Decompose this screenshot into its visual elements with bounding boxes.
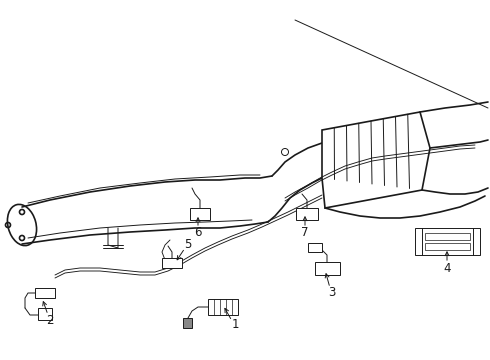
Polygon shape: [208, 299, 238, 315]
Text: 1: 1: [231, 319, 239, 332]
Polygon shape: [35, 288, 55, 298]
Polygon shape: [315, 262, 340, 275]
Polygon shape: [296, 208, 318, 220]
Text: 4: 4: [443, 261, 451, 275]
Polygon shape: [322, 112, 430, 208]
Polygon shape: [38, 308, 52, 320]
Polygon shape: [425, 243, 470, 250]
Polygon shape: [183, 318, 192, 328]
Text: 6: 6: [194, 226, 202, 239]
Text: 7: 7: [301, 226, 309, 239]
Text: 5: 5: [184, 238, 192, 251]
Polygon shape: [425, 233, 470, 240]
Text: 2: 2: [46, 314, 54, 327]
Polygon shape: [162, 258, 182, 268]
Polygon shape: [415, 228, 480, 255]
Polygon shape: [190, 208, 210, 220]
Polygon shape: [308, 243, 322, 252]
Text: 3: 3: [328, 287, 336, 300]
